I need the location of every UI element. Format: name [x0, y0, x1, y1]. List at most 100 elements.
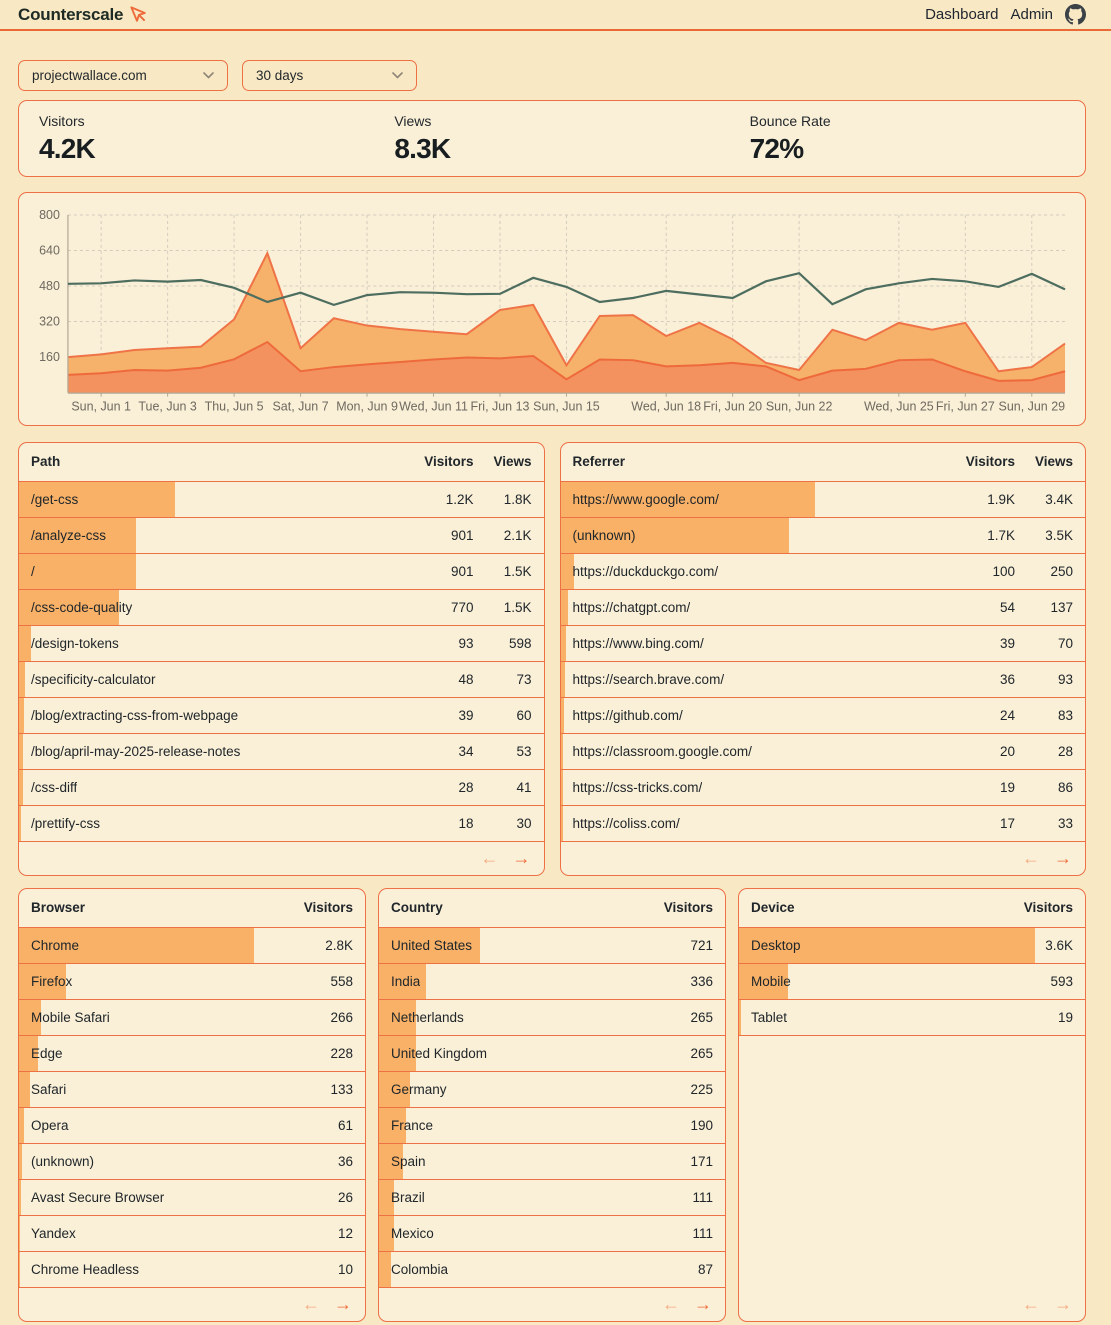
table-pagination: ← →	[561, 842, 1086, 875]
table-row: /get-css 1.2K 1.8K	[19, 481, 544, 518]
date-range-selector[interactable]: 30 days	[242, 60, 417, 91]
row-label: Yandex	[31, 1225, 76, 1241]
prev-page-button[interactable]: ←	[1022, 1294, 1040, 1315]
prev-page-button[interactable]: ←	[662, 1294, 680, 1315]
row-label: Safari	[31, 1081, 67, 1097]
row-bar	[560, 661, 566, 697]
svg-text:Wed, Jun 18: Wed, Jun 18	[631, 400, 701, 414]
traffic-chart-card: 160 320 480 640 800 Sun, Jun 1 Tue, Jun 3 Thu, …	[18, 192, 1086, 426]
row-value: 12	[337, 1225, 353, 1241]
row-label: Chrome Headless	[31, 1261, 140, 1277]
table-row: (unknown) 1.7K 3.5K	[560, 517, 1085, 554]
row-value: 190	[690, 1117, 713, 1133]
row-bar	[739, 963, 788, 999]
row-bar	[19, 927, 254, 963]
stat-value: 72%	[749, 133, 804, 164]
row-bar	[379, 1071, 411, 1107]
traffic-chart: 160 320 480 640 800 Sun, Jun 1 Tue, Jun 3 Thu, …	[19, 193, 1085, 425]
row-label: /css-diff	[31, 779, 78, 795]
table-row: /analyze-css 901 2.1K	[19, 517, 544, 554]
row-bar	[19, 589, 120, 625]
next-page-button[interactable]: →	[334, 1294, 352, 1315]
row-value: 19	[999, 779, 1015, 795]
svg-text:Thu, Jun 5: Thu, Jun 5	[205, 400, 264, 414]
svg-text:Sun, Jun 29: Sun, Jun 29	[999, 400, 1066, 414]
row-bar	[739, 999, 741, 1035]
table-pagination: ← →	[19, 842, 544, 875]
nav-dashboard[interactable]: Dashboard	[925, 6, 999, 23]
next-page-button[interactable]: →	[1054, 848, 1072, 869]
row-bar	[560, 769, 564, 805]
github-icon[interactable]	[1065, 4, 1086, 25]
row-label: (unknown)	[31, 1153, 95, 1169]
row-value: 1.7K	[987, 527, 1015, 543]
row-value: 41	[516, 779, 532, 795]
row-value: 228	[330, 1045, 353, 1061]
row-label: https://coliss.com/	[572, 815, 680, 831]
row-value: 36	[999, 671, 1015, 687]
row-value: 83	[1057, 707, 1073, 723]
dashboard-main: projectwallace.com 30 days Visitors 4.2K…	[0, 60, 1111, 1322]
chevron-down-icon	[203, 72, 214, 79]
row-label: Firefox	[31, 973, 73, 989]
table-header: Browser Visitors	[19, 889, 365, 928]
row-label: https://classroom.google.com/	[572, 743, 752, 759]
row-value: 30	[516, 815, 532, 831]
next-page-button[interactable]: →	[512, 848, 531, 869]
table-row: Firefox 558	[19, 963, 365, 1000]
table-row: United States 721	[379, 927, 725, 964]
next-page-button[interactable]: →	[1054, 1294, 1072, 1315]
table-row: /prettify-css 18 30	[19, 805, 544, 842]
row-label: https://www.google.com/	[572, 491, 719, 507]
tables-row-1: Path Visitors Views/get-css 1.2K 1.8K/analyz…	[18, 441, 1086, 876]
row-bar	[19, 517, 137, 553]
row-label: (unknown)	[572, 527, 636, 543]
svg-text:Fri, Jun 27: Fri, Jun 27	[936, 400, 995, 414]
table-title: Country	[391, 900, 443, 916]
table-title: Browser	[31, 900, 86, 916]
row-label: https://github.com/	[572, 707, 683, 723]
row-value: 3.5K	[1045, 527, 1073, 543]
row-value: 3.6K	[1045, 937, 1073, 953]
row-bar	[560, 697, 564, 733]
row-bar	[379, 927, 480, 963]
tables-row-2: Browser Visitors Chrome 2.8K Firefox 558 Mobil…	[18, 887, 1086, 1322]
row-label: https://search.brave.com/	[572, 671, 725, 687]
table-header: Device Visitors	[739, 889, 1085, 928]
row-label: India	[391, 973, 421, 989]
prev-page-button[interactable]: ←	[302, 1294, 320, 1315]
row-bar	[19, 553, 137, 589]
next-page-button[interactable]: →	[694, 1294, 712, 1315]
row-label: /design-tokens	[31, 635, 119, 651]
prev-page-button[interactable]: ←	[480, 848, 499, 869]
site-selector[interactable]: projectwallace.com	[18, 60, 228, 91]
table-title: Path	[31, 454, 61, 470]
row-value: 28	[458, 779, 474, 795]
column-header: Visitors	[303, 900, 353, 916]
row-label: /blog/april-may-2025-release-notes	[31, 743, 241, 759]
prev-page-button[interactable]: ←	[1022, 848, 1040, 869]
row-bar	[379, 1179, 395, 1215]
svg-text:Sun, Jun 22: Sun, Jun 22	[766, 400, 833, 414]
table-row: Desktop 3.6K	[739, 927, 1085, 964]
table-row: Brazil 111	[379, 1179, 725, 1216]
row-bar	[560, 553, 574, 589]
row-value: 336	[690, 973, 713, 989]
table-header: Referrer Visitors Views	[560, 443, 1085, 482]
nav-admin[interactable]: Admin	[1010, 6, 1053, 23]
table-row: https://www.bing.com/39 70	[560, 625, 1085, 662]
table-row: / 901 1.5K	[19, 553, 544, 590]
row-bar	[19, 1107, 25, 1143]
row-bar	[379, 1035, 416, 1071]
svg-text:160: 160	[39, 350, 60, 364]
table-row: https://coliss.com/17 33	[560, 805, 1085, 842]
cursor-logo-icon	[129, 5, 148, 24]
row-label: United States	[391, 937, 473, 953]
stat-label: Bounce Rate	[749, 113, 831, 129]
row-bar	[19, 1143, 22, 1179]
top-nav: Dashboard Admin	[925, 4, 1086, 25]
table-row: Chrome 2.8K	[19, 927, 365, 964]
svg-text:Fri, Jun 13: Fri, Jun 13	[471, 400, 530, 414]
table-row: Safari 133	[19, 1071, 365, 1108]
table-header: Country Visitors	[379, 889, 725, 928]
